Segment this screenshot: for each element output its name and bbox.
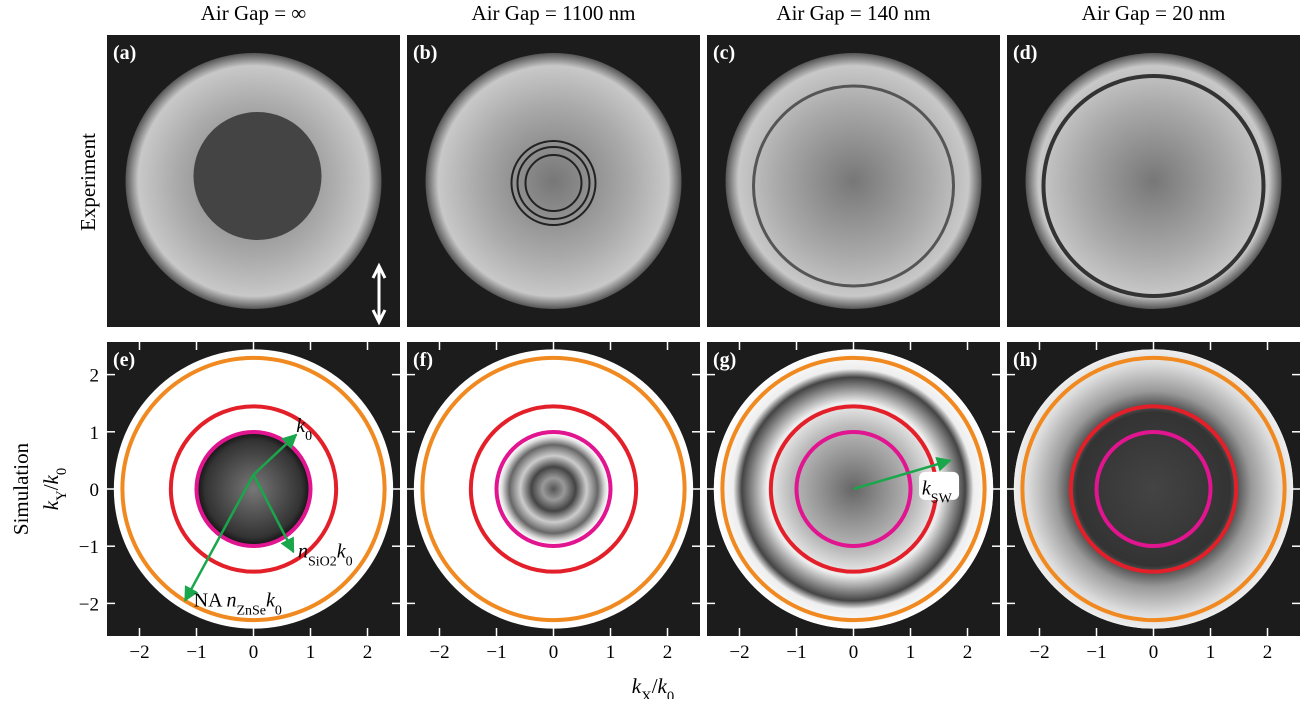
y-axis-label: kY/k0 bbox=[39, 468, 70, 510]
figure: Air Gap = ∞ Air Gap = 1100 nm Air Gap = 14… bbox=[0, 0, 1303, 699]
inner-disk bbox=[194, 112, 322, 240]
pupil bbox=[726, 53, 982, 309]
label-part: X bbox=[641, 689, 652, 699]
column-title: Air Gap = 20 nm bbox=[1082, 1, 1226, 25]
x-axis-label: kX/k0 bbox=[632, 674, 674, 699]
y-tick-label: 2 bbox=[90, 366, 100, 387]
y-tick-label: 0 bbox=[90, 480, 100, 501]
x-tick-label: 0 bbox=[849, 642, 859, 663]
x-tick-label: 2 bbox=[363, 642, 373, 663]
x-tick-label: −1 bbox=[486, 642, 506, 663]
y-tick-label: −2 bbox=[79, 594, 99, 615]
label-part: SiO bbox=[308, 554, 330, 569]
sim-inner bbox=[1014, 349, 1293, 628]
panel-label: (h) bbox=[1013, 349, 1037, 371]
panel-label: (b) bbox=[413, 42, 437, 64]
x-tick-label: −1 bbox=[786, 642, 806, 663]
label-part: 0 bbox=[305, 428, 312, 443]
label-part: 0 bbox=[346, 554, 353, 569]
label-part: 0 bbox=[54, 468, 70, 475]
label-part: 0 bbox=[275, 603, 282, 618]
x-tick-label: 0 bbox=[1149, 642, 1159, 663]
column-title: Air Gap = 140 nm bbox=[776, 1, 930, 25]
pupil bbox=[426, 53, 682, 309]
sim-inner bbox=[498, 434, 609, 545]
label-part: ZnSe bbox=[236, 603, 266, 618]
x-tick-label: 0 bbox=[249, 642, 259, 663]
x-tick-label: −1 bbox=[1086, 642, 1106, 663]
label-part: 2 bbox=[330, 554, 337, 569]
column-title: Air Gap = ∞ bbox=[201, 1, 307, 25]
x-tick-label: 1 bbox=[1206, 642, 1216, 663]
label-part: SW bbox=[931, 491, 953, 506]
x-tick-label: 0 bbox=[549, 642, 559, 663]
x-tick-label: −2 bbox=[129, 642, 149, 663]
panel-label: (g) bbox=[713, 349, 736, 371]
panel-label: (f) bbox=[413, 349, 433, 371]
x-tick-label: 1 bbox=[606, 642, 616, 663]
row-label: Experiment bbox=[76, 133, 100, 231]
panel-label: (e) bbox=[113, 349, 135, 371]
label-part: NA bbox=[194, 589, 227, 611]
label-part: Y bbox=[54, 490, 70, 501]
y-tick-label: 1 bbox=[90, 423, 100, 444]
x-tick-label: 2 bbox=[663, 642, 673, 663]
label-part: n bbox=[226, 589, 236, 611]
x-tick-label: 2 bbox=[1263, 642, 1273, 663]
panel-label: (a) bbox=[113, 42, 136, 64]
x-tick-label: −2 bbox=[729, 642, 749, 663]
x-tick-label: 1 bbox=[306, 642, 316, 663]
x-tick-label: −2 bbox=[1029, 642, 1049, 663]
page: Air Gap = ∞ Air Gap = 1100 nm Air Gap = 14… bbox=[0, 0, 1303, 704]
label-part: 0 bbox=[667, 689, 674, 699]
x-tick-label: −2 bbox=[429, 642, 449, 663]
panel-label: (d) bbox=[1013, 42, 1037, 64]
column-title: Air Gap = 1100 nm bbox=[472, 1, 636, 25]
x-tick-label: 1 bbox=[906, 642, 916, 663]
panel-label: (c) bbox=[713, 42, 735, 64]
y-tick-label: −1 bbox=[79, 537, 99, 558]
row-label: Simulation bbox=[9, 442, 33, 535]
x-tick-label: −1 bbox=[186, 642, 206, 663]
pupil bbox=[1026, 53, 1282, 309]
x-tick-label: 2 bbox=[963, 642, 973, 663]
label-part: n bbox=[298, 541, 308, 563]
